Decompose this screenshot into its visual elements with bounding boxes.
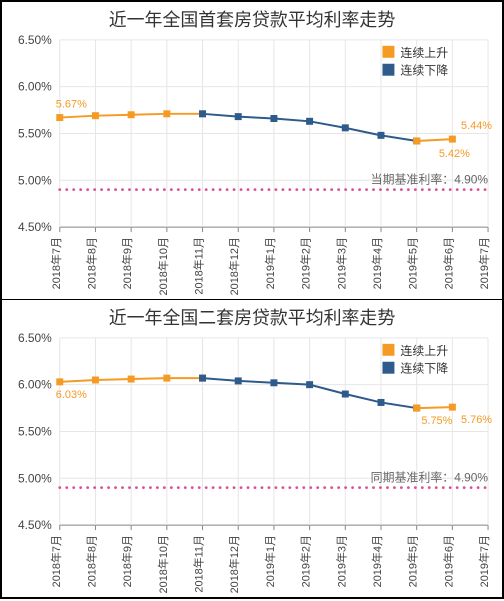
legend-swatch-fall <box>382 362 394 374</box>
baseline <box>58 486 486 489</box>
y-tick-label: 6.50% <box>18 331 52 345</box>
x-tick-label: 2019年5月 <box>406 535 420 587</box>
baseline <box>58 188 486 191</box>
x-tick-label: 2018年9月 <box>120 237 134 289</box>
data-marker <box>235 113 242 120</box>
x-tick-label: 2019年6月 <box>441 535 455 587</box>
data-marker <box>163 110 170 117</box>
baseline-label: 同期基准利率：4.90% <box>371 469 489 484</box>
legend-swatch-rise <box>382 344 394 356</box>
x-tick-label: 2018年11月 <box>192 237 206 295</box>
data-marker <box>413 404 420 411</box>
y-tick-label: 5.00% <box>18 471 52 485</box>
y-tick-label: 6.50% <box>18 33 52 47</box>
x-tick-label: 2018年8月 <box>84 237 98 289</box>
legend-label-fall: 连续下降 <box>400 63 448 78</box>
legend: 连续上升连续下降 <box>382 343 448 376</box>
y-tick-label: 5.50% <box>18 126 52 140</box>
x-tick-label: 2018年7月 <box>49 237 63 289</box>
data-marker <box>92 112 99 119</box>
data-marker <box>270 115 277 122</box>
x-tick-label: 2019年4月 <box>370 535 384 587</box>
x-tick-label: 2019年6月 <box>441 237 455 289</box>
data-marker <box>128 375 135 382</box>
x-tick-label: 2018年11月 <box>192 535 206 593</box>
data-marker <box>306 118 313 125</box>
data-label: 5.42% <box>439 148 470 160</box>
data-marker <box>377 132 384 139</box>
data-marker <box>306 381 313 388</box>
legend-swatch-rise <box>382 46 394 58</box>
data-marker <box>413 137 420 144</box>
data-marker <box>199 110 206 117</box>
data-marker <box>270 379 277 386</box>
data-marker <box>342 390 349 397</box>
data-marker <box>163 374 170 381</box>
x-tick-label: 2018年10月 <box>156 237 170 295</box>
legend-label-rise: 连续上升 <box>400 343 448 358</box>
data-marker <box>199 374 206 381</box>
baseline-label: 当期基准利率：4.90% <box>371 172 489 187</box>
data-marker <box>377 399 384 406</box>
data-label: 6.03% <box>56 389 87 401</box>
data-marker <box>128 111 135 118</box>
legend: 连续上升连续下降 <box>382 45 448 78</box>
chart-title: 近一年全国二套房贷款平均利率走势 <box>109 308 396 328</box>
data-label: 5.44% <box>461 120 492 132</box>
legend-label-rise: 连续上升 <box>400 45 448 60</box>
x-tick-label: 2019年1月 <box>263 237 277 289</box>
x-tick-label: 2019年3月 <box>334 535 348 587</box>
line-segment <box>417 139 453 141</box>
data-marker <box>56 114 63 121</box>
line-segment <box>417 407 453 408</box>
line-chart-second-home: 近一年全国二套房贷款平均利率走势 4.50% 5.00% 5.50% 6.00% 6.50… <box>2 300 502 597</box>
data-marker <box>92 376 99 383</box>
y-tick-label: 5.50% <box>18 424 52 438</box>
x-tick-label: 2018年8月 <box>84 535 98 587</box>
data-label: 5.67% <box>56 99 87 111</box>
data-marker <box>235 377 242 384</box>
page: 近一年全国首套房贷款平均利率走势 4.50% 5.00% 5.50% 6.00% 6.50… <box>0 0 504 599</box>
legend-label-fall: 连续下降 <box>400 361 448 376</box>
x-tick-label: 2019年3月 <box>334 237 348 289</box>
chart-panel-second-home: 近一年全国二套房贷款平均利率走势 4.50% 5.00% 5.50% 6.00% 6.50… <box>1 300 503 598</box>
x-tick-label: 2019年5月 <box>406 237 420 289</box>
x-tick-label: 2019年2月 <box>299 535 313 587</box>
chart-title: 近一年全国首套房贷款平均利率走势 <box>109 10 396 30</box>
y-tick-label: 4.50% <box>18 220 52 234</box>
data-marker <box>342 124 349 131</box>
data-label: 5.75% <box>421 415 452 427</box>
x-tick-label: 2019年1月 <box>263 535 277 587</box>
line-chart-first-home: 近一年全国首套房贷款平均利率走势 4.50% 5.00% 5.50% 6.00% 6.50… <box>2 2 502 299</box>
x-tick-label: 2018年10月 <box>156 535 170 593</box>
y-tick-label: 5.00% <box>18 173 52 187</box>
x-tick-label: 2019年2月 <box>299 237 313 289</box>
data-label: 5.76% <box>461 414 492 426</box>
x-tick-label: 2019年7月 <box>477 535 491 587</box>
data-marker <box>449 136 456 143</box>
x-tick-label: 2018年9月 <box>120 535 134 587</box>
y-tick-label: 6.00% <box>18 80 52 94</box>
y-tick-label: 4.50% <box>18 518 52 532</box>
x-tick-label: 2018年12月 <box>227 237 241 295</box>
x-tick-label: 2018年7月 <box>49 535 63 587</box>
legend-swatch-fall <box>382 64 394 76</box>
data-marker <box>449 403 456 410</box>
x-tick-label: 2019年7月 <box>477 237 491 289</box>
y-tick-label: 6.00% <box>18 377 52 391</box>
data-marker <box>56 378 63 385</box>
x-tick-label: 2019年4月 <box>370 237 384 289</box>
chart-panel-first-home: 近一年全国首套房贷款平均利率走势 4.50% 5.00% 5.50% 6.00% 6.50… <box>1 1 503 300</box>
x-tick-label: 2018年12月 <box>227 535 241 593</box>
